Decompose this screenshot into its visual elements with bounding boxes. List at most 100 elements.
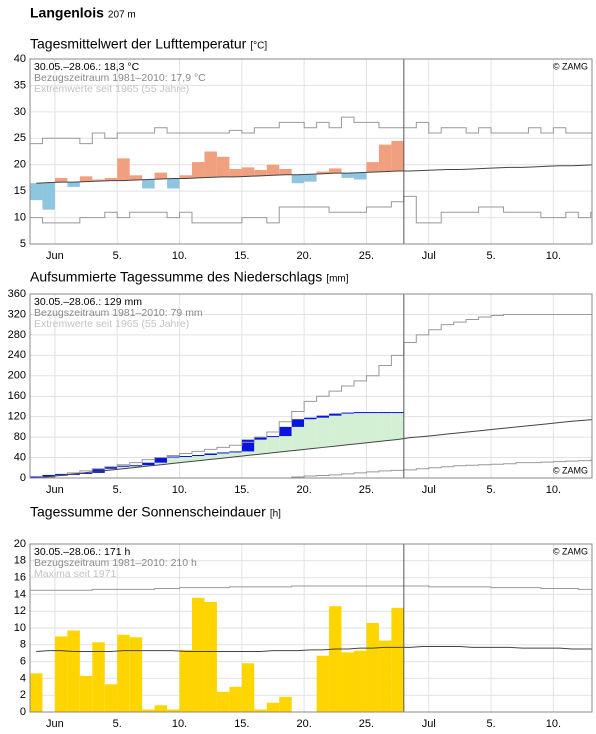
bar: [30, 673, 42, 712]
bar: [267, 165, 279, 176]
daily-increase: [192, 455, 204, 456]
x-tick-label: 5.: [113, 718, 122, 729]
bar: [354, 173, 366, 180]
y-tick-label: 20: [14, 538, 26, 550]
bar: [204, 602, 216, 712]
bar: [366, 623, 378, 712]
bar: [55, 178, 67, 182]
bar: [80, 176, 92, 181]
x-tick-label: 20.: [296, 718, 311, 729]
bar: [366, 162, 378, 172]
daily-increase: [180, 456, 192, 457]
y-tick-label: 15: [14, 185, 26, 197]
bar: [67, 631, 79, 712]
bar: [130, 175, 142, 180]
copyright: © ZAMG: [553, 61, 588, 71]
y-tick-label: 18: [14, 555, 26, 567]
bar: [229, 169, 241, 177]
daily-increase: [242, 440, 254, 452]
extremes-note: Extremwerte seit 1965 (55 Jahre): [34, 318, 189, 330]
bar: [329, 606, 341, 712]
daily-increase: [204, 453, 216, 455]
bar: [130, 637, 142, 712]
excess-area: [292, 427, 304, 450]
daily-increase: [329, 414, 341, 416]
daily-increase: [366, 412, 378, 413]
bar: [342, 652, 354, 712]
y-tick-label: 20: [14, 159, 26, 171]
y-tick-label: 2: [20, 689, 26, 701]
excess-area: [379, 412, 391, 441]
daily-increase: [317, 416, 329, 418]
bar: [155, 173, 167, 179]
excess-area: [342, 414, 354, 445]
y-tick-label: 35: [14, 79, 26, 91]
x-tick-label: Jun: [46, 250, 64, 262]
x-tick-label: 5.: [486, 484, 495, 496]
bar: [379, 145, 391, 172]
excess-area: [304, 419, 316, 449]
excess-area: [329, 416, 341, 446]
bar: [204, 152, 216, 178]
bar: [391, 141, 403, 171]
y-tick-label: 240: [8, 349, 26, 361]
station-name: Langenlois: [30, 5, 104, 21]
y-tick-label: 40: [14, 53, 26, 65]
chart-title: Tagesmittelwert der Lufttemperatur: [30, 36, 247, 52]
bar: [67, 182, 79, 187]
bar: [155, 705, 167, 712]
daily-increase: [229, 451, 241, 452]
y-tick-label: 10: [14, 622, 26, 634]
bar: [267, 703, 279, 712]
bar: [229, 687, 241, 712]
x-tick-label: Jul: [422, 484, 436, 496]
y-tick-label: 10: [14, 211, 26, 223]
excess-area: [279, 436, 291, 451]
x-tick-label: Jul: [422, 718, 436, 729]
extreme-min-line: [30, 196, 596, 222]
y-tick-label: 16: [14, 572, 26, 584]
x-tick-label: 10.: [172, 484, 187, 496]
chart-title: Aufsummierte Tagessumme des Niederschlag…: [30, 269, 322, 285]
bar: [317, 656, 329, 712]
y-tick-label: 320: [8, 308, 26, 320]
copyright: © ZAMG: [553, 465, 588, 475]
daily-increase: [342, 413, 354, 414]
bar: [342, 173, 354, 178]
y-tick-label: 6: [20, 656, 26, 668]
y-tick-label: 160: [8, 390, 26, 402]
x-tick-label: 5.: [486, 718, 495, 729]
bar: [105, 684, 117, 712]
x-tick-label: 15.: [234, 250, 249, 262]
extreme-max-line: [30, 117, 596, 143]
bar: [279, 697, 291, 712]
daily-increase: [391, 412, 403, 413]
chart-unit: [h]: [270, 509, 281, 520]
x-tick-label: 5.: [486, 250, 495, 262]
y-tick-label: 200: [8, 370, 26, 382]
y-tick-label: 0: [20, 706, 26, 718]
bar: [242, 663, 254, 712]
y-tick-label: 12: [14, 605, 26, 617]
daily-increase: [167, 457, 179, 458]
bar: [117, 158, 129, 180]
bar: [217, 157, 229, 177]
y-tick-label: 8: [20, 639, 26, 651]
bar: [142, 180, 154, 189]
x-tick-label: Jul: [422, 250, 436, 262]
extreme-max-line: [30, 586, 596, 590]
bar: [217, 692, 229, 712]
y-tick-label: 40: [14, 451, 26, 463]
bar: [92, 642, 104, 712]
daily-increase: [379, 412, 391, 413]
excess-area: [267, 437, 279, 453]
x-tick-label: 20.: [296, 484, 311, 496]
bar: [180, 650, 192, 712]
daily-increase: [117, 466, 129, 467]
daily-increase: [304, 418, 316, 420]
bar: [192, 598, 204, 712]
x-tick-label: 10.: [546, 484, 561, 496]
daily-increase: [217, 452, 229, 453]
y-tick-label: 0: [20, 472, 26, 484]
x-tick-label: 10.: [172, 718, 187, 729]
